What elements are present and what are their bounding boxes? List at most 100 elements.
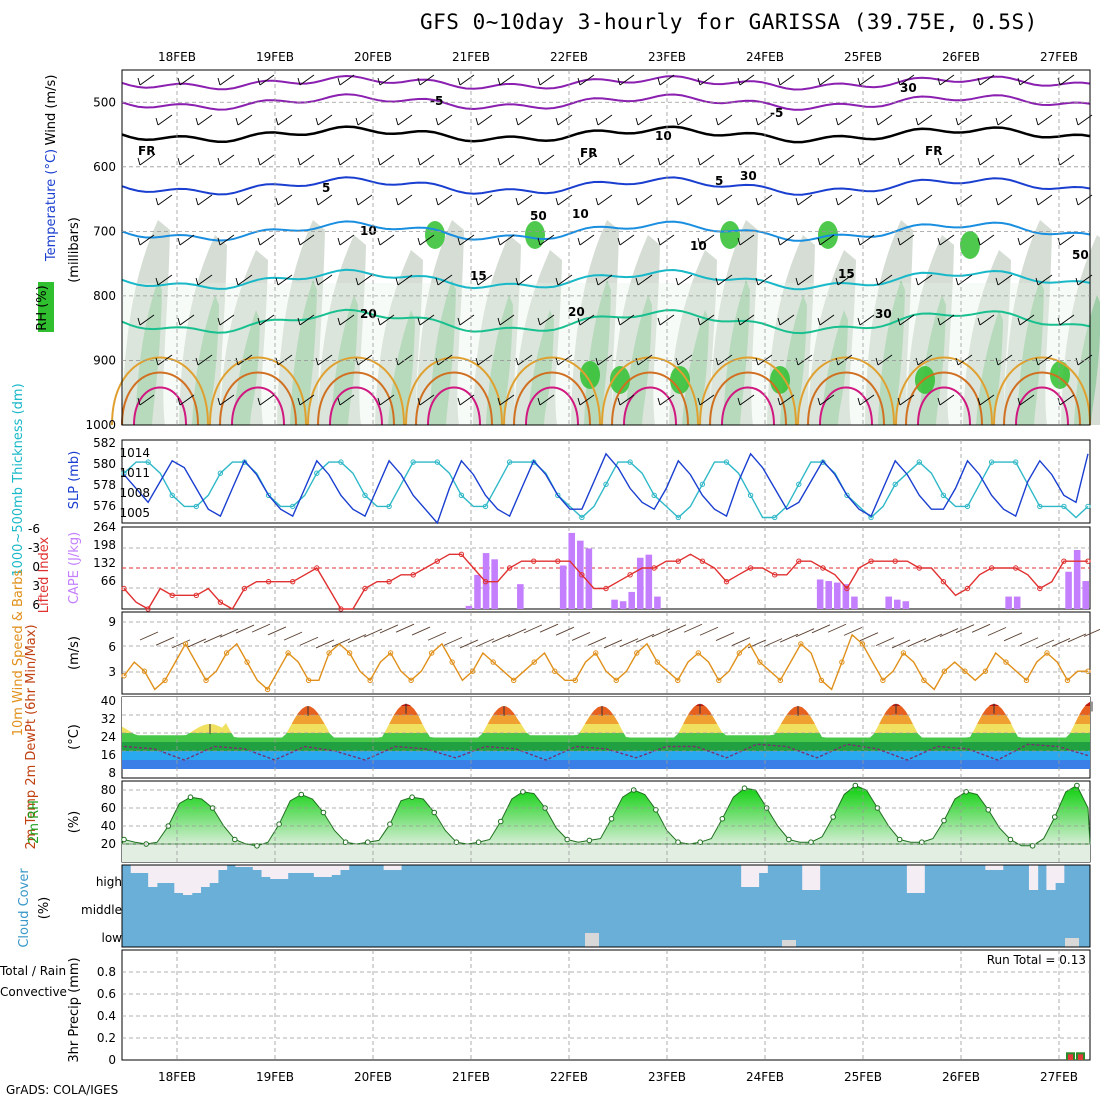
wind10m-barb	[667, 624, 687, 634]
wind10m-line-point	[593, 650, 599, 656]
date-label-bottom: 20FEB	[354, 1070, 392, 1084]
rh2m-point	[497, 818, 504, 825]
thickness-tick: 580	[93, 457, 116, 471]
wind10m-barb	[587, 637, 607, 646]
wind10m-line-point	[757, 659, 763, 665]
cloud-high-clear	[322, 865, 332, 877]
wind-barb	[619, 234, 635, 246]
rh2m-tick: 80	[101, 783, 116, 797]
wind-barb	[997, 194, 1013, 206]
temp-band	[122, 706, 1090, 715]
wind-barb	[499, 154, 515, 166]
wind-barb	[477, 194, 493, 206]
wind10m-barb	[331, 638, 351, 648]
wind-barb	[637, 354, 653, 366]
wind-barb-flag	[537, 77, 541, 86]
wind-barb-flag	[177, 317, 181, 326]
wind-barb	[197, 354, 213, 366]
wind-barb	[597, 114, 613, 126]
wind-barb	[397, 114, 413, 126]
wind-barb	[819, 394, 835, 406]
wind-barb-flag	[937, 317, 941, 326]
wind-barb-flag	[697, 317, 701, 326]
wind-barb	[539, 314, 555, 326]
wind-barb-flag	[817, 397, 821, 406]
cloud-high-clear	[331, 865, 341, 875]
wind-barb	[397, 194, 413, 206]
wind-barb	[299, 234, 315, 246]
cloud-fill	[122, 865, 1090, 947]
wind-barb	[797, 194, 813, 206]
wind-barb-flag	[235, 357, 239, 366]
rh-high-blob	[720, 221, 740, 249]
rh2m-point	[852, 782, 859, 789]
contour-label: 30	[900, 81, 917, 95]
wind-barb-flag	[977, 397, 981, 406]
wind10m-barb	[411, 626, 431, 636]
wind-barb	[539, 74, 555, 86]
wind-barb	[459, 74, 475, 86]
rh2m-point	[364, 839, 371, 846]
rh2m-tick: 60	[101, 801, 116, 815]
wind10m-barb	[891, 639, 911, 649]
date-label-bottom: 22FEB	[550, 1070, 588, 1084]
wind-barb-flag	[857, 317, 861, 326]
cape-tick: 66	[101, 574, 116, 588]
wind-barb-flag	[457, 77, 461, 86]
rh-high-blob	[580, 361, 600, 389]
wind-barb-flag	[617, 237, 621, 246]
cape-bar	[1073, 549, 1081, 609]
wind-barb	[477, 114, 493, 126]
thickness-line-point	[145, 459, 151, 465]
temp-arch-contour	[329, 386, 383, 426]
lifted-ylabel: Lifted Index	[37, 536, 52, 613]
wind-barb	[979, 74, 995, 86]
wind-barb-flag	[475, 197, 479, 206]
wind-barb-flag	[555, 117, 559, 126]
wind-barb	[419, 154, 435, 166]
wind10m-barb	[171, 639, 191, 649]
wind10m-line-point	[736, 650, 743, 656]
rh2m-point	[985, 807, 992, 813]
temp2m-tick: 40	[101, 694, 116, 708]
h-gridlines	[122, 101, 1090, 361]
cape-bar	[842, 584, 850, 609]
wind-barb	[579, 394, 595, 406]
wind-barb	[1059, 154, 1075, 166]
pressure-tick: 500	[93, 95, 116, 109]
wind-barb-flag	[577, 157, 581, 166]
wind-barb-flag	[595, 117, 599, 126]
wind10m-barb	[971, 623, 991, 633]
temp-arch-contour	[513, 371, 591, 426]
wind-barb-flag	[577, 237, 581, 246]
wind-barb-flag	[937, 157, 941, 166]
wind-barb	[859, 74, 875, 86]
wind-barb-flag	[155, 117, 159, 126]
wind-barb	[677, 354, 693, 366]
wind-barb-flag	[457, 317, 461, 326]
wind-barb-flag	[155, 277, 159, 286]
wind-barb	[1059, 234, 1075, 246]
wind-barb	[339, 74, 355, 86]
precip-conv-label: Convective	[0, 985, 67, 999]
lifted-index-line-point	[482, 578, 489, 585]
wind-barb	[979, 314, 995, 326]
precip-tick: 0.2	[97, 1031, 116, 1045]
wind-barb-flag	[795, 277, 799, 286]
cloud-high-clear	[313, 865, 324, 877]
wind-barb	[237, 354, 253, 366]
cape-bar	[1013, 596, 1021, 609]
wind-barb	[979, 154, 995, 166]
temp-arch-contour	[623, 386, 677, 426]
wind10m-barb	[955, 624, 975, 634]
wind-barb-flag	[1057, 77, 1061, 86]
temp-arch-contour	[601, 356, 699, 426]
wind10m-barb	[155, 636, 175, 646]
wind-barb-flag	[915, 197, 919, 206]
wind-barb-flag	[617, 397, 621, 406]
wind-barb	[677, 114, 693, 126]
wind10m-barb	[347, 634, 367, 643]
wind10m-line-point	[1085, 668, 1091, 674]
wind-barb-flag	[835, 357, 839, 366]
wind10m-line-point	[654, 659, 660, 665]
